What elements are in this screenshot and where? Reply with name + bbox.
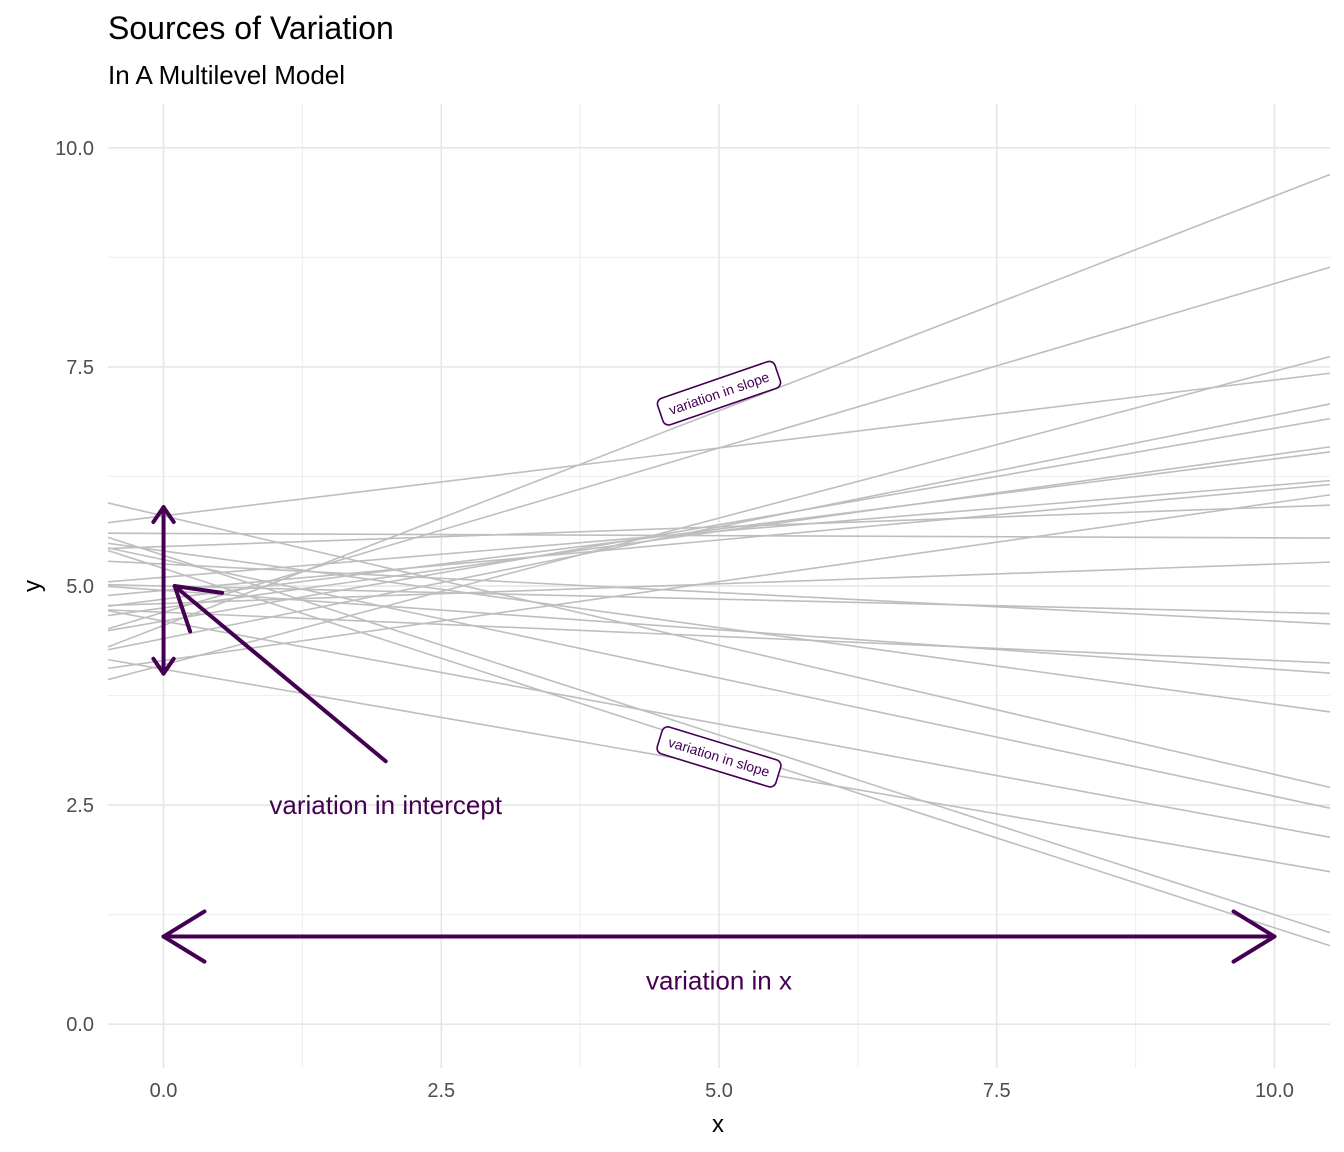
x-annotation: variation in x: [646, 965, 792, 995]
y-tick-label: 2.5: [66, 795, 94, 817]
series-line: [107, 417, 1331, 632]
x-tick-label: 10.0: [1255, 1080, 1294, 1102]
intercept-diagonal-arrow-head: [172, 584, 225, 634]
chart-title: Sources of Variation: [108, 10, 394, 46]
series-line: [107, 542, 1331, 713]
y-tick-label: 0.0: [66, 1014, 94, 1036]
intercept-annotation: variation in intercept: [269, 790, 502, 820]
x-tick-label: 5.0: [705, 1080, 733, 1102]
series-line: [107, 609, 1331, 839]
y-tick-label: 5.0: [66, 576, 94, 598]
x-tick-label: 7.5: [983, 1080, 1011, 1102]
series-line: [107, 451, 1331, 607]
y-tick-label: 7.5: [66, 357, 94, 379]
y-axis-title: y: [19, 580, 46, 592]
grid-layer: [108, 104, 1330, 1068]
slope-label-down-box: [656, 726, 782, 788]
tick-labels: 0.0 2.5 5.0 7.5 10.0 0.0 2.5 5.0 7.5 10.0: [55, 138, 1294, 1102]
x-variation-arrow-head: [1231, 909, 1277, 964]
x-tick-label: 2.5: [427, 1080, 455, 1102]
series-line: [107, 504, 1331, 550]
series-line: [107, 494, 1331, 670]
series-line: [107, 609, 1331, 664]
series-line: [107, 355, 1331, 681]
series-line: [107, 561, 1331, 607]
series-line: [107, 536, 1331, 934]
series-lines: [107, 173, 1331, 947]
x-variation-arrow-head-start: [161, 909, 207, 964]
y-tick-label: 10.0: [55, 138, 94, 160]
series-line: [107, 483, 1331, 597]
series-line: [107, 502, 1331, 789]
x-tick-label: 0.0: [150, 1080, 178, 1102]
intercept-diagonal-arrow: [172, 584, 388, 764]
series-line: [107, 583, 1331, 615]
chart-subtitle: In A Multilevel Model: [108, 60, 346, 90]
series-line: [107, 532, 1331, 539]
intercept-vertical-arrow-head-top: [151, 505, 176, 524]
series-line: [107, 372, 1331, 524]
slope-label-up-box: [656, 360, 782, 426]
x-axis-title: x: [712, 1111, 724, 1138]
series-line: [107, 585, 1331, 674]
intercept-vertical-arrow-head-bottom: [151, 656, 176, 676]
series-line: [107, 547, 1331, 809]
series-line: [107, 479, 1331, 583]
